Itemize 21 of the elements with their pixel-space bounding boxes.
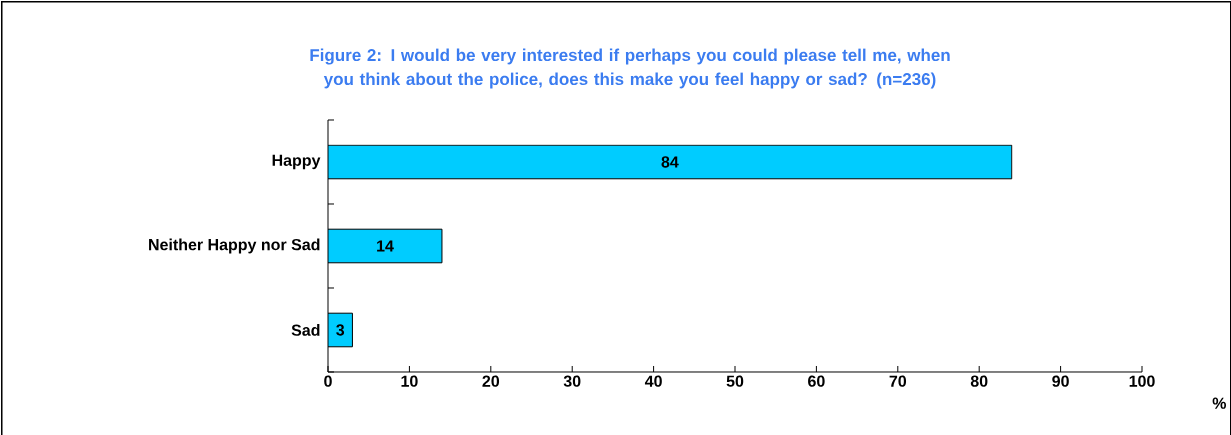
data-label: 14 bbox=[377, 240, 394, 252]
chart-title: Figure 2: I would be very interested if perhaps you could please tell me, when you think about the police, does this make you feel happy or sad? (n=236) bbox=[310, 48, 950, 89]
x-tick-label: 90 bbox=[1052, 375, 1069, 387]
x-axis-title: % bbox=[1212, 397, 1227, 409]
y-tick-label: Happy bbox=[272, 154, 321, 170]
x-tick-label: 50 bbox=[726, 375, 744, 387]
x-tick-label: 20 bbox=[482, 375, 500, 387]
x-tick-label: 30 bbox=[563, 375, 581, 387]
bar bbox=[328, 144, 1013, 180]
x-tick-label: 10 bbox=[401, 375, 418, 387]
x-tick-label: 80 bbox=[970, 375, 988, 387]
bar bbox=[328, 228, 443, 264]
x-tick-label: 0 bbox=[324, 375, 332, 387]
x-tick-label: 70 bbox=[889, 375, 907, 387]
y-tick-label: Sad bbox=[291, 324, 320, 336]
data-label: 3 bbox=[336, 324, 345, 336]
x-tick-label: 40 bbox=[644, 375, 662, 387]
data-label: 84 bbox=[661, 156, 679, 168]
x-tick-label: 60 bbox=[808, 375, 825, 387]
x-tick-label: 100 bbox=[1129, 375, 1155, 387]
y-tick-label: Neither Happy nor Sad bbox=[149, 238, 320, 254]
